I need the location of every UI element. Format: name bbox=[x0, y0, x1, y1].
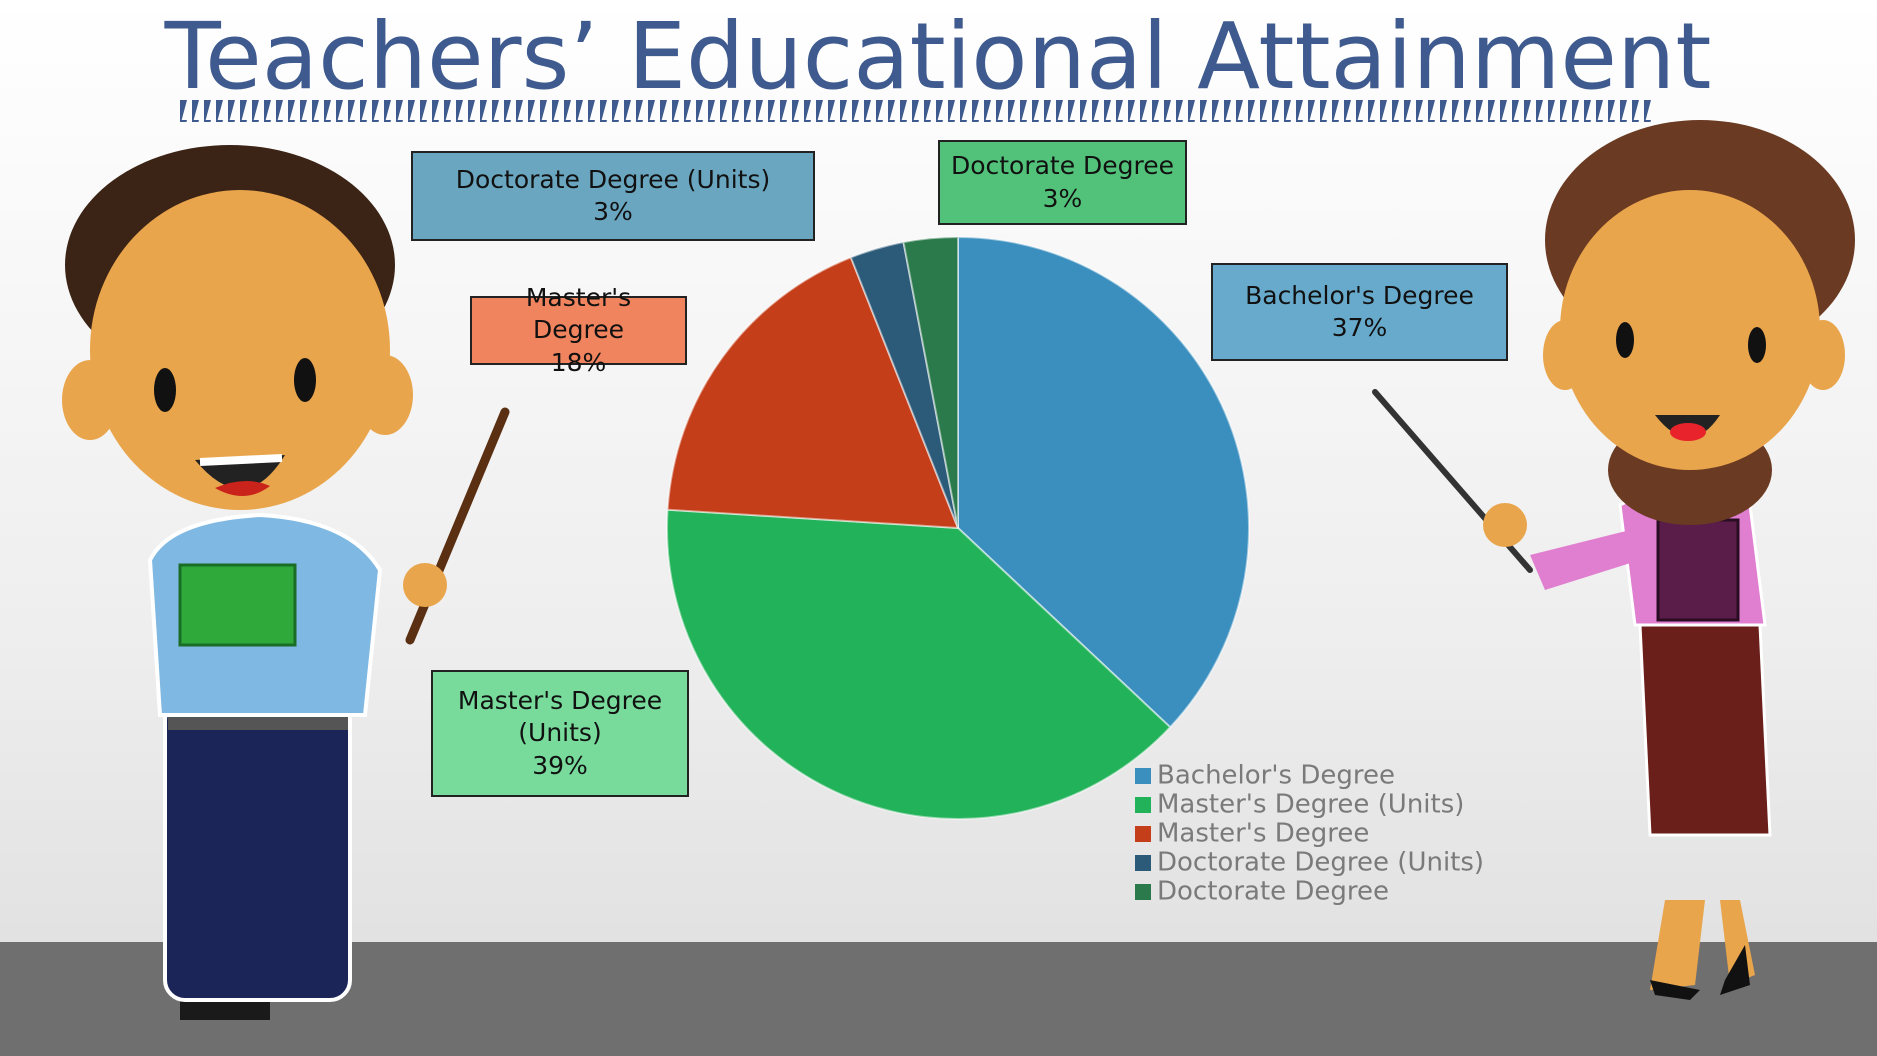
label-name: Doctorate Degree (Units) bbox=[455, 164, 771, 194]
legend-text: Bachelor's Degree bbox=[1157, 761, 1395, 791]
legend-swatch bbox=[1135, 826, 1151, 842]
label-value: 3% bbox=[1042, 183, 1083, 213]
pie-slice bbox=[957, 235, 1250, 729]
pie-slice bbox=[666, 256, 960, 530]
female-teacher bbox=[1372, 120, 1855, 1000]
data-label: Doctorate Degree (Units) 3% bbox=[411, 151, 815, 241]
data-label: Master's Degree (Units) 39% bbox=[431, 670, 689, 797]
label-value: 3% bbox=[593, 197, 633, 226]
legend-swatch bbox=[1135, 768, 1151, 784]
legend-swatch bbox=[1135, 855, 1151, 871]
legend-text: Doctorate Degree bbox=[1157, 877, 1389, 907]
label-value: 39% bbox=[532, 750, 588, 780]
data-label: Doctorate Degree 3% bbox=[938, 140, 1187, 225]
pie-slice bbox=[666, 508, 1172, 820]
legend-text: Doctorate Degree (Units) bbox=[1157, 848, 1484, 878]
chart-title: Teachers’ Educational Attainment bbox=[164, 3, 1712, 110]
label-value: 37% bbox=[1331, 313, 1388, 342]
data-label: Master's Degree 18% bbox=[470, 283, 687, 377]
label-name: Master's Degree (Units) bbox=[457, 685, 663, 748]
title-underline bbox=[177, 100, 1652, 122]
male-teacher bbox=[62, 145, 510, 1020]
legend-swatch bbox=[1135, 884, 1151, 900]
label-name: Master's Degree bbox=[525, 282, 632, 345]
legend-swatch bbox=[1135, 797, 1151, 813]
legend-text: Master's Degree (Units) bbox=[1157, 790, 1464, 820]
pie-slice bbox=[902, 235, 959, 529]
label-name: Bachelor's Degree bbox=[1245, 280, 1474, 310]
label-name: Doctorate Degree bbox=[950, 151, 1175, 180]
legend-text: Master's Degree bbox=[1157, 819, 1369, 849]
label-value: 18% bbox=[550, 347, 607, 377]
data-label: Bachelor's Degree 37% bbox=[1211, 263, 1508, 361]
